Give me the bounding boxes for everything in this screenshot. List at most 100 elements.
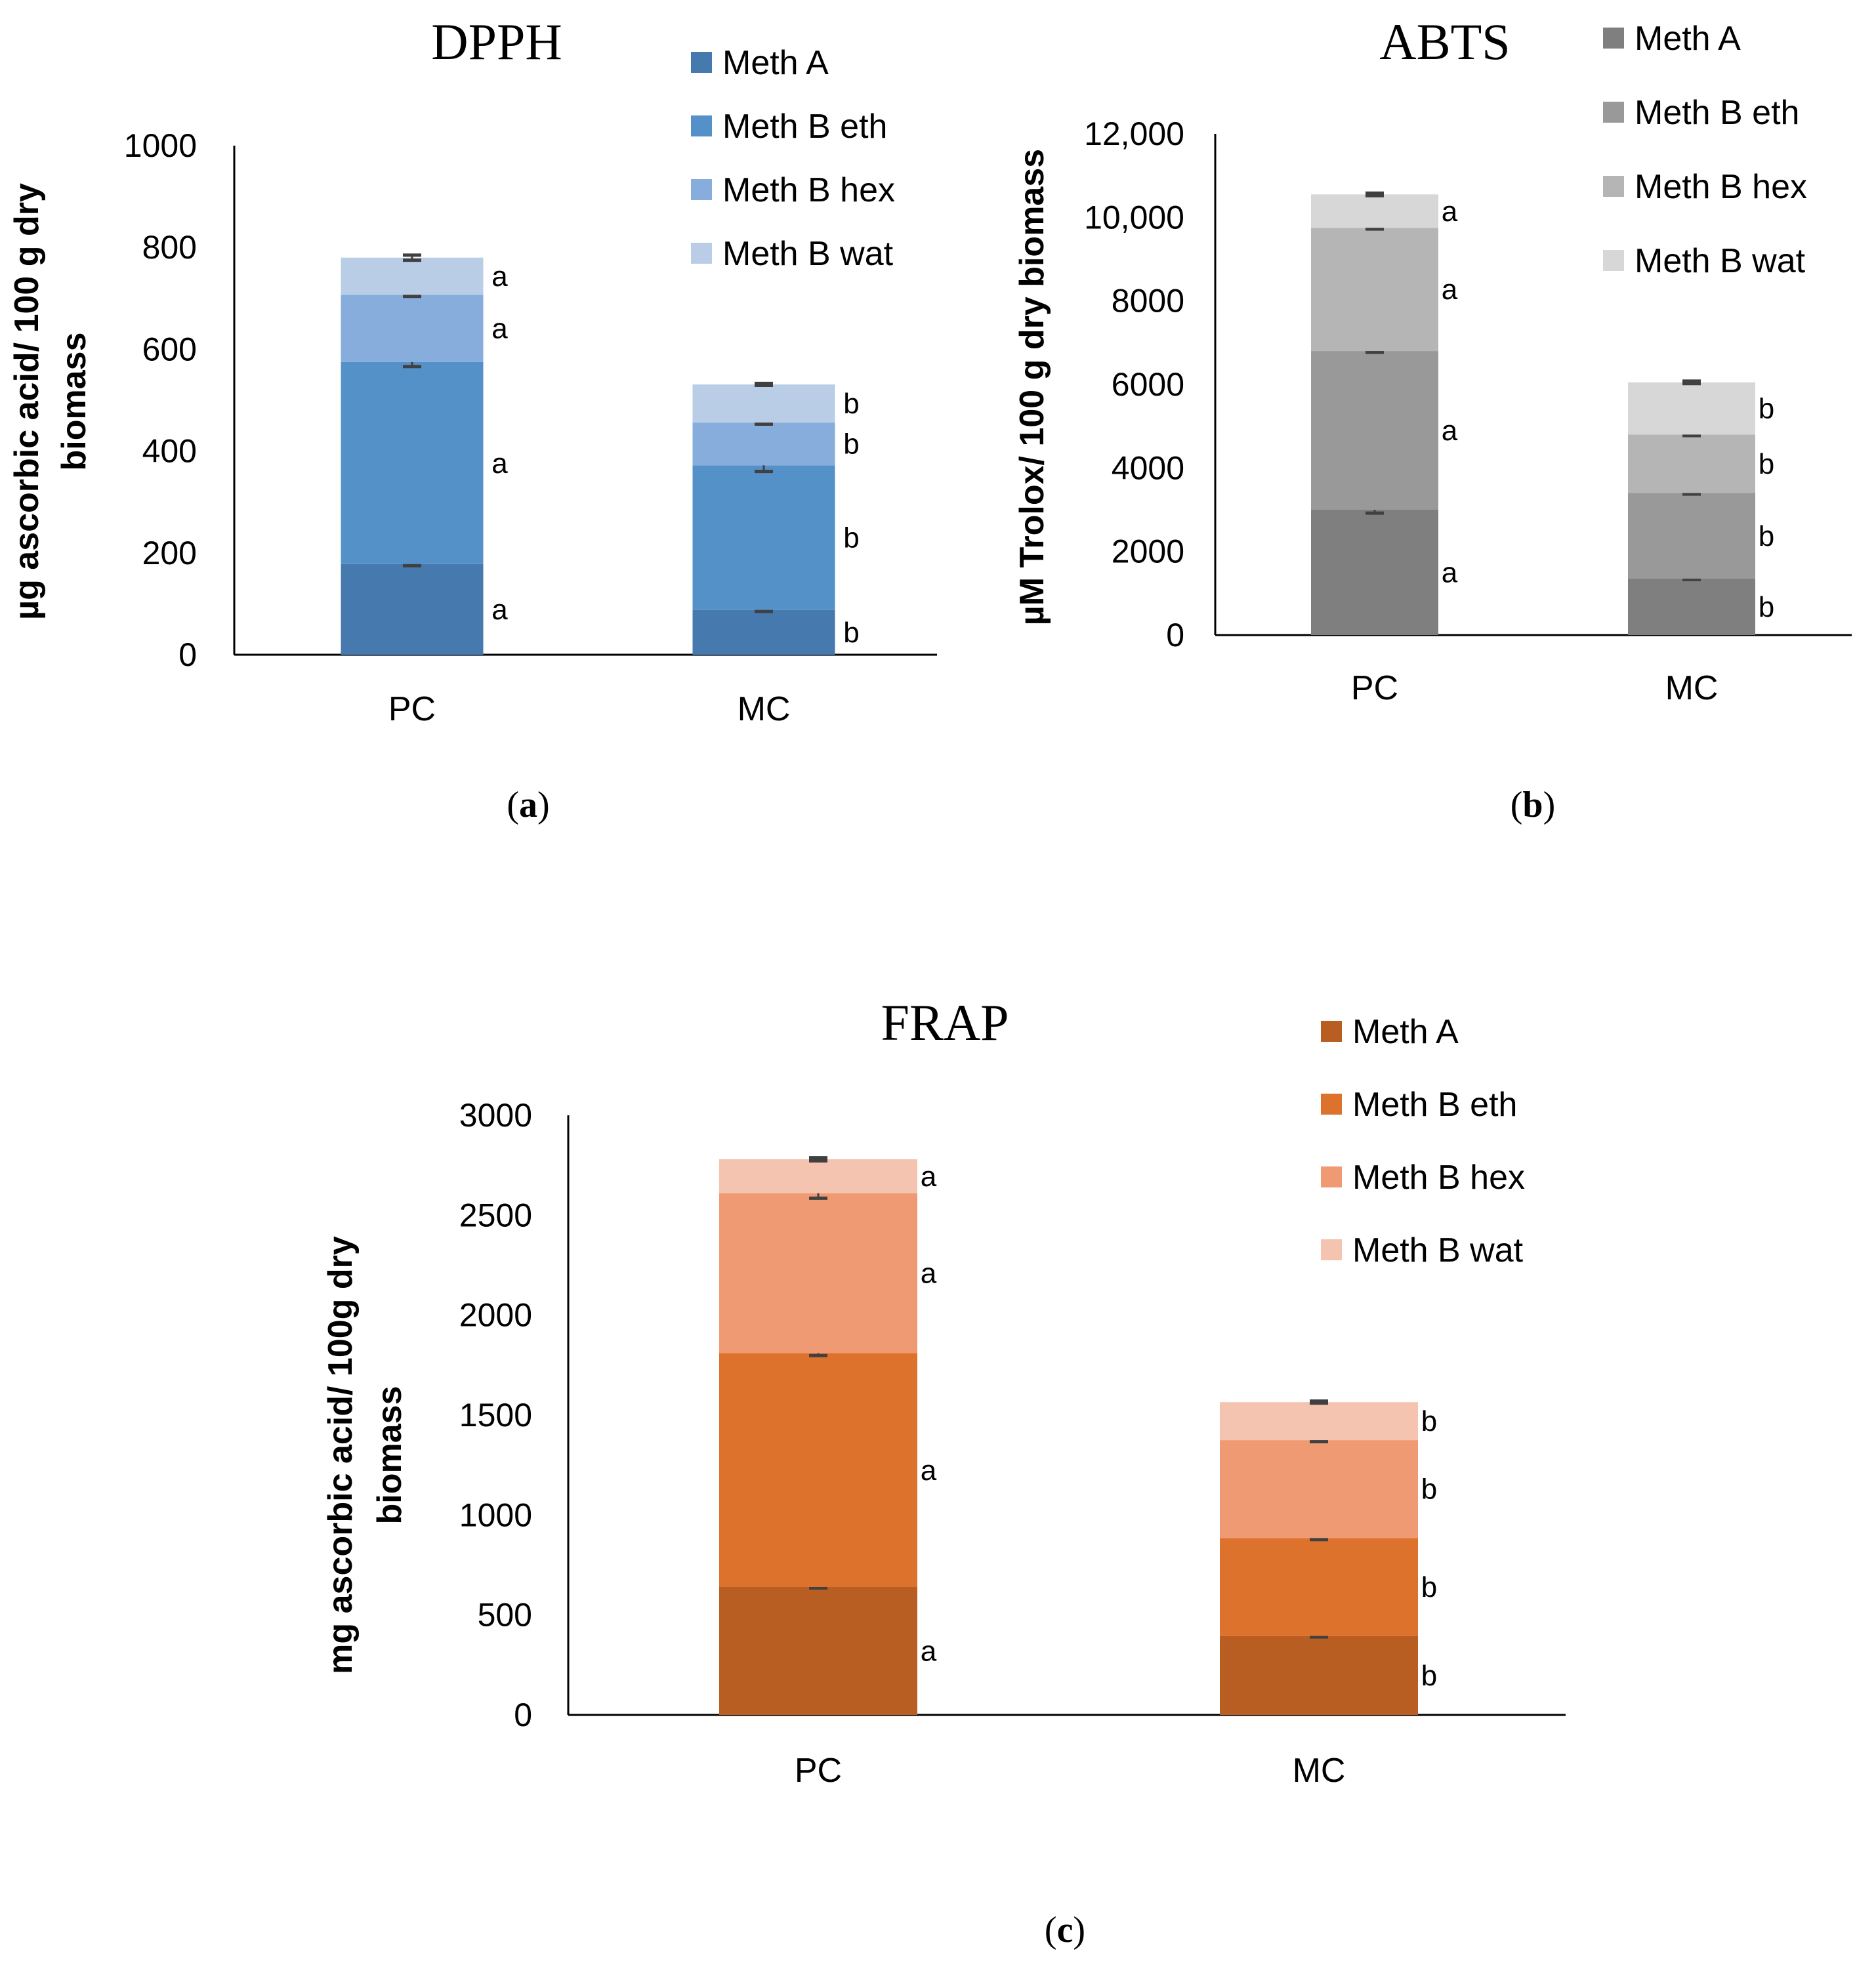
significance-letter: a — [921, 1454, 937, 1487]
panel-label-letter: b — [1522, 785, 1543, 825]
y-axis-label: mg ascorbic acid/ 100g dry biomass — [322, 1236, 409, 1674]
panel-label-open-paren: ( — [1511, 785, 1523, 825]
legend: Meth A Meth B eth Meth B hex Meth B wat — [1321, 1013, 1525, 1269]
significance-letter: b — [1421, 1571, 1437, 1603]
significance-letter: a — [1442, 415, 1458, 447]
legend-swatch-meth-b-hex — [1603, 176, 1624, 197]
panel-label: (c) — [1045, 1910, 1085, 1950]
bar-pc-meth-b-hex — [719, 1193, 917, 1353]
legend-label-meth-b-wat: Meth B wat — [722, 235, 894, 273]
bar-pc-meth-b-wat — [341, 257, 484, 295]
significance-letter: b — [843, 617, 859, 649]
significance-letter: b — [1421, 1660, 1437, 1692]
error-bar — [1310, 1399, 1328, 1405]
y-axis-label-line: mg ascorbic acid/ 100g dry — [322, 1236, 360, 1674]
bar-pc-meth-b-eth — [1311, 351, 1438, 510]
bar-pc-meth-b-wat — [719, 1159, 917, 1193]
legend-swatch-meth-b-hex — [1321, 1166, 1342, 1187]
y-tick-label: 1500 — [459, 1397, 532, 1433]
significance-letter: a — [491, 447, 508, 480]
y-tick-label: 8000 — [1112, 283, 1184, 319]
bar-mc-meth-a — [1628, 579, 1755, 635]
panel-label: (b) — [1511, 785, 1555, 825]
significance-letter: b — [843, 388, 859, 420]
x-tick-label-pc: PC — [388, 690, 436, 728]
chart-frap: FRAP 0 500 1000 1500 2000 2500 3000 mg ascorbic … — [322, 994, 1566, 1950]
y-tick-label: 1000 — [124, 127, 197, 164]
bar-pc-meth-a — [719, 1587, 917, 1715]
legend-label-meth-a: Meth A — [1635, 20, 1741, 58]
significance-letter: a — [491, 260, 508, 293]
bar-pc-meth-b-wat — [1311, 194, 1438, 228]
significance-letter: b — [1759, 591, 1774, 623]
panel-label-letter: c — [1057, 1910, 1073, 1950]
legend-label-meth-b-wat: Meth B wat — [1635, 242, 1806, 280]
y-axis-label-line: µM Trolox/ 100 g dry biomass — [1013, 149, 1051, 625]
significance-letter: b — [1421, 1473, 1437, 1506]
x-tick-label-mc: MC — [738, 690, 791, 728]
legend-label-meth-b-eth: Meth B eth — [1352, 1086, 1517, 1124]
bar-pc-meth-b-eth — [341, 361, 484, 564]
legend-swatch-meth-a — [1603, 28, 1624, 49]
error-bar — [755, 381, 773, 387]
significance-letter: a — [921, 1258, 937, 1290]
y-tick-label: 200 — [142, 535, 197, 571]
error-bar — [403, 253, 421, 262]
bar-mc-meth-a — [692, 609, 835, 655]
y-axis-label-line: µg ascorbic acid/ 100 g dry — [8, 183, 46, 620]
legend-swatch-meth-b-hex — [691, 179, 712, 200]
y-axis-label: µM Trolox/ 100 g dry biomass — [1013, 149, 1051, 625]
significance-letter: b — [1421, 1405, 1437, 1437]
error-bar — [809, 1156, 827, 1163]
legend: Meth A Meth B eth Meth B hex Meth B wat — [1603, 20, 1807, 280]
bar-mc-meth-a — [1220, 1636, 1418, 1715]
y-tick-label: 2000 — [1112, 533, 1184, 570]
legend-label-meth-b-wat: Meth B wat — [1352, 1231, 1524, 1269]
legend-swatch-meth-a — [1321, 1021, 1342, 1042]
bar-mc-meth-b-wat — [1628, 382, 1755, 435]
significance-letter: a — [491, 594, 508, 626]
y-tick-label: 1000 — [459, 1496, 532, 1533]
chart-title: DPPH — [431, 13, 562, 70]
legend-swatch-meth-b-eth — [1321, 1094, 1342, 1115]
bar-pc-meth-b-hex — [1311, 228, 1438, 352]
y-tick-label: 400 — [142, 433, 197, 470]
significance-letter: b — [843, 522, 859, 554]
legend-swatch-meth-b-wat — [1321, 1239, 1342, 1260]
significance-letter: b — [1759, 520, 1774, 552]
significance-letter: a — [921, 1636, 937, 1668]
y-tick-label: 500 — [478, 1597, 532, 1634]
panel-label-open-paren: ( — [507, 785, 519, 825]
bar-mc-meth-b-hex — [692, 422, 835, 466]
significance-letter: a — [921, 1161, 937, 1193]
panel-label-letter: a — [519, 785, 537, 825]
legend-label-meth-b-hex: Meth B hex — [722, 171, 895, 209]
bar-mc-meth-b-eth — [1628, 493, 1755, 579]
bar-mc-meth-b-hex — [1628, 434, 1755, 493]
y-tick-label: 2500 — [459, 1197, 532, 1233]
y-axis-label: µg ascorbic acid/ 100 g dry biomass — [8, 183, 93, 620]
panel-label-close-paren: ) — [1073, 1910, 1085, 1950]
y-tick-label: 600 — [142, 331, 197, 367]
legend: Meth A Meth B eth Meth B hex Meth B wat — [691, 44, 895, 273]
bar-pc-meth-b-hex — [341, 295, 484, 362]
x-tick-label-mc: MC — [1293, 1752, 1346, 1790]
significance-letter: b — [1759, 448, 1774, 480]
legend-swatch-meth-b-wat — [1603, 250, 1624, 271]
y-tick-label: 0 — [514, 1697, 532, 1733]
bar-mc-meth-b-wat — [1220, 1402, 1418, 1441]
y-axis-label-line: biomass — [371, 1386, 409, 1525]
significance-letter: a — [1442, 196, 1458, 228]
significance-letter: b — [1759, 393, 1774, 425]
x-tick-label-pc: PC — [1351, 669, 1398, 707]
legend-swatch-meth-b-eth — [1603, 102, 1624, 123]
bar-pc-meth-a — [1311, 510, 1438, 635]
bar-pc-meth-a — [341, 564, 484, 655]
legend-label-meth-b-hex: Meth B hex — [1635, 168, 1807, 206]
legend-label-meth-b-eth: Meth B eth — [1635, 94, 1799, 132]
significance-letter: a — [1442, 274, 1458, 306]
y-tick-label: 3000 — [459, 1097, 532, 1134]
y-tick-label: 6000 — [1112, 366, 1184, 403]
